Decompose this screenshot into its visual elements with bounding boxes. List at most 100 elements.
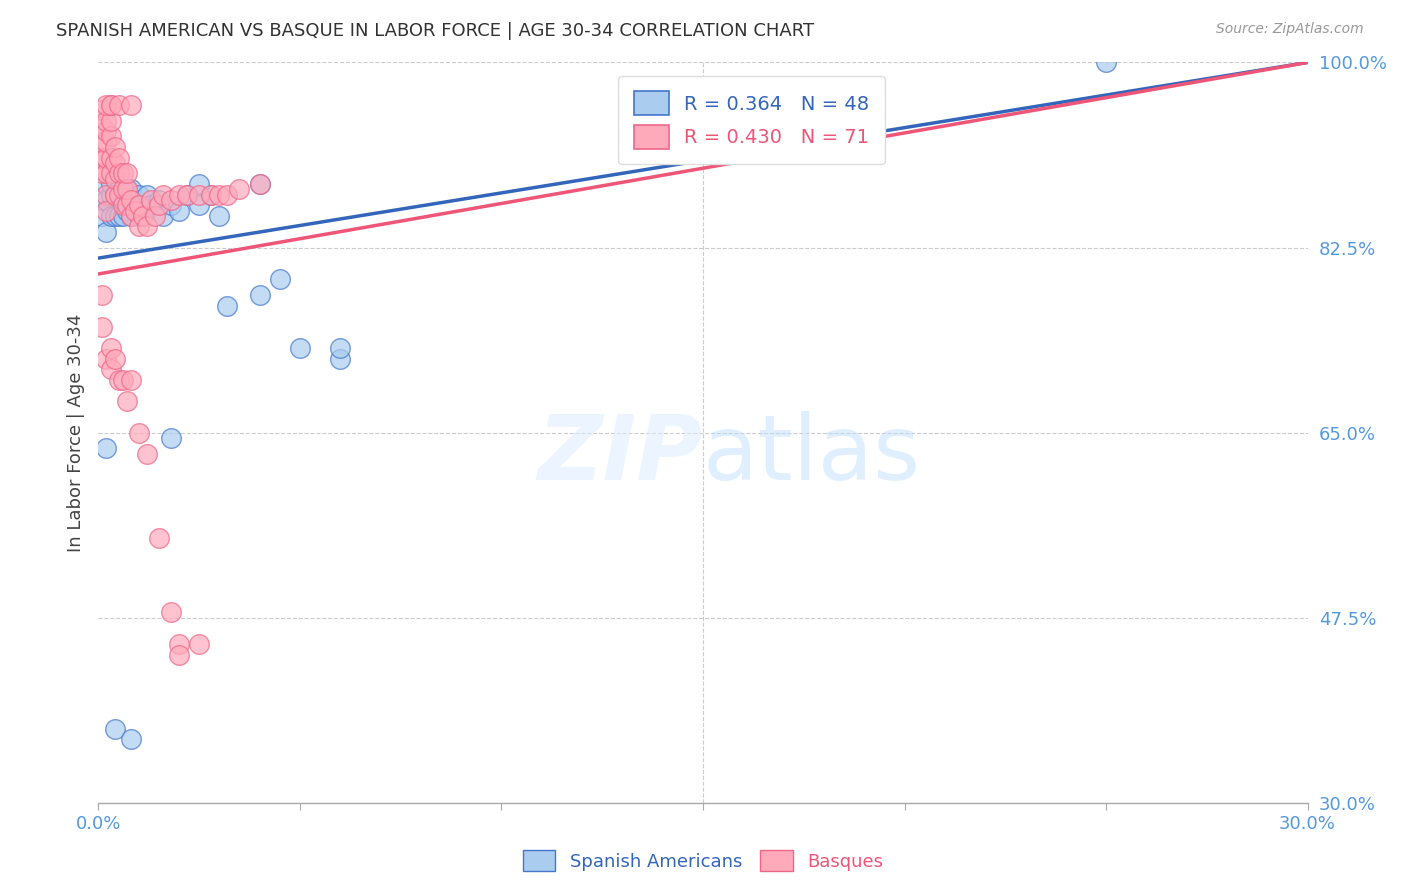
Point bbox=[96, 203, 118, 218]
Point bbox=[120, 732, 142, 747]
Point bbox=[148, 193, 170, 207]
Point bbox=[188, 637, 211, 651]
Point bbox=[176, 187, 198, 202]
Point bbox=[107, 151, 129, 165]
Point bbox=[100, 113, 122, 128]
Point bbox=[148, 198, 170, 212]
Point bbox=[96, 151, 118, 165]
Point bbox=[103, 722, 125, 736]
Point bbox=[249, 288, 271, 302]
Point bbox=[135, 187, 157, 202]
Point bbox=[107, 97, 129, 112]
Point bbox=[91, 103, 114, 117]
Point bbox=[100, 177, 122, 191]
Point bbox=[208, 209, 231, 223]
Point bbox=[115, 166, 138, 180]
Point bbox=[200, 187, 222, 202]
Point bbox=[107, 182, 129, 196]
Point bbox=[96, 97, 118, 112]
Point bbox=[228, 182, 250, 196]
Point bbox=[107, 373, 129, 387]
Text: atlas: atlas bbox=[703, 411, 921, 499]
Point bbox=[176, 187, 198, 202]
Point bbox=[120, 97, 142, 112]
Point bbox=[107, 166, 129, 180]
Point bbox=[120, 373, 142, 387]
Point bbox=[139, 193, 162, 207]
Point bbox=[217, 187, 239, 202]
Point bbox=[120, 193, 142, 207]
Point bbox=[128, 209, 150, 223]
Point bbox=[269, 272, 291, 286]
Point bbox=[115, 198, 138, 212]
Point bbox=[143, 209, 166, 223]
Point bbox=[329, 351, 352, 366]
Point bbox=[120, 209, 142, 223]
Point bbox=[111, 193, 134, 207]
Text: SPANISH AMERICAN VS BASQUE IN LABOR FORCE | AGE 30-34 CORRELATION CHART: SPANISH AMERICAN VS BASQUE IN LABOR FORC… bbox=[56, 22, 814, 40]
Point bbox=[103, 140, 125, 154]
Point bbox=[329, 341, 352, 355]
Point bbox=[100, 341, 122, 355]
Legend: Spanish Americans, Basques: Spanish Americans, Basques bbox=[516, 843, 890, 879]
Point bbox=[132, 203, 155, 218]
Point bbox=[96, 442, 118, 456]
Point bbox=[160, 606, 183, 620]
Point bbox=[135, 219, 157, 234]
Point bbox=[91, 319, 114, 334]
Point bbox=[167, 637, 190, 651]
Point bbox=[139, 198, 162, 212]
Point bbox=[132, 209, 155, 223]
Point bbox=[120, 182, 142, 196]
Point bbox=[103, 351, 125, 366]
Text: Source: ZipAtlas.com: Source: ZipAtlas.com bbox=[1216, 22, 1364, 37]
Point bbox=[91, 151, 114, 165]
Point bbox=[96, 113, 118, 128]
Point bbox=[128, 198, 150, 212]
Point bbox=[188, 177, 211, 191]
Point bbox=[96, 351, 118, 366]
Point bbox=[124, 203, 146, 218]
Point bbox=[103, 156, 125, 170]
Point bbox=[91, 166, 114, 180]
Point bbox=[115, 182, 138, 196]
Point bbox=[96, 124, 118, 138]
Point bbox=[107, 209, 129, 223]
Point bbox=[124, 193, 146, 207]
Point bbox=[91, 135, 114, 149]
Point bbox=[249, 177, 271, 191]
Point bbox=[107, 166, 129, 180]
Text: ZIP: ZIP bbox=[537, 411, 703, 499]
Point bbox=[96, 193, 118, 207]
Point bbox=[100, 129, 122, 144]
Point bbox=[188, 187, 211, 202]
Point bbox=[103, 209, 125, 223]
Y-axis label: In Labor Force | Age 30-34: In Labor Force | Age 30-34 bbox=[66, 313, 84, 552]
Point bbox=[103, 171, 125, 186]
Point bbox=[288, 341, 311, 355]
Point bbox=[100, 151, 122, 165]
Point bbox=[91, 288, 114, 302]
Point bbox=[96, 225, 118, 239]
Point bbox=[115, 203, 138, 218]
Point bbox=[160, 193, 183, 207]
Legend: R = 0.364   N = 48, R = 0.430   N = 71: R = 0.364 N = 48, R = 0.430 N = 71 bbox=[619, 76, 884, 164]
Point bbox=[160, 431, 183, 445]
Point bbox=[120, 209, 142, 223]
Point bbox=[91, 193, 114, 207]
Point bbox=[111, 209, 134, 223]
Point bbox=[208, 187, 231, 202]
Point bbox=[148, 532, 170, 546]
Point bbox=[160, 198, 183, 212]
Point bbox=[200, 187, 222, 202]
Point bbox=[167, 648, 190, 662]
Point bbox=[115, 393, 138, 408]
Point bbox=[107, 187, 129, 202]
Point bbox=[1095, 55, 1118, 70]
Point bbox=[103, 187, 125, 202]
Point bbox=[128, 425, 150, 440]
Point bbox=[167, 187, 190, 202]
Point bbox=[96, 177, 118, 191]
Point bbox=[111, 198, 134, 212]
Point bbox=[100, 166, 122, 180]
